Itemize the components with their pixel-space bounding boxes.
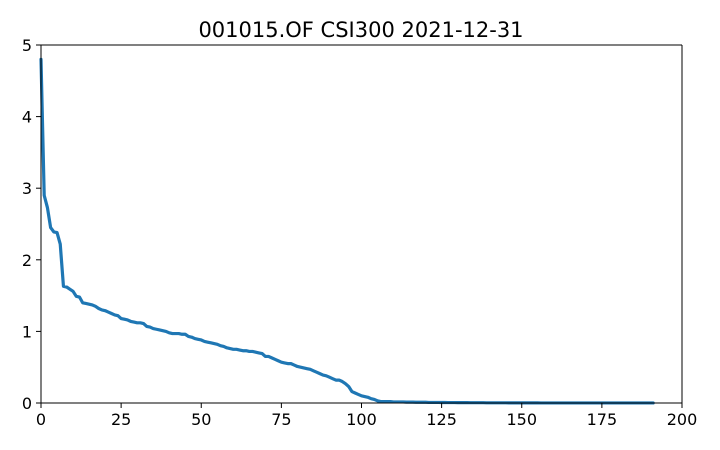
x-tick-label: 125 [426,410,457,429]
plot-background [41,45,682,403]
y-tick-group: 0 1 2 3 4 5 [22,36,41,413]
plot-area [41,45,682,403]
y-tick-label: 4 [22,108,32,127]
x-tick-group: 0 25 50 75 100 125 150 175 200 [36,403,697,429]
y-tick-label: 5 [22,36,32,55]
x-tick-label: 25 [111,410,131,429]
x-tick-label: 0 [36,410,46,429]
x-tick-label: 200 [667,410,698,429]
x-tick-label: 50 [191,410,211,429]
x-tick-label: 100 [346,410,377,429]
x-tick-label: 75 [271,410,291,429]
y-tick-label: 0 [22,394,32,413]
chart-title: 001015.OF CSI300 2021-12-31 [198,18,523,42]
y-tick-label: 2 [22,251,32,270]
y-tick-label: 1 [22,322,32,341]
y-tick-label: 3 [22,179,32,198]
x-tick-label: 175 [587,410,618,429]
x-tick-label: 150 [506,410,537,429]
